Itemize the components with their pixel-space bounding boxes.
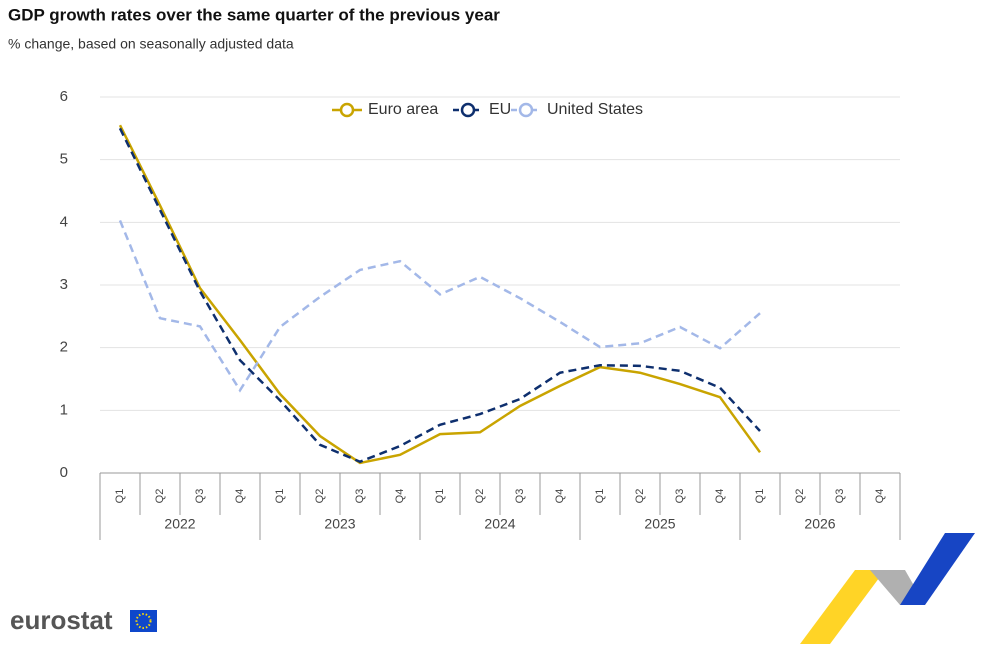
x-tick-label: Q3 <box>354 489 366 504</box>
x-tick-label: Q3 <box>514 489 526 504</box>
x-tick-label: Q2 <box>314 489 326 504</box>
x-tick-label: Q2 <box>634 489 646 504</box>
chart-title: GDP growth rates over the same quarter o… <box>8 5 500 24</box>
x-tick-label: Q1 <box>594 489 606 504</box>
legend-marker <box>339 102 355 118</box>
x-tick-label: Q1 <box>114 489 126 504</box>
legend-label: United States <box>547 101 643 118</box>
y-tick-label: 6 <box>60 88 68 105</box>
legend-label: Euro area <box>368 101 438 118</box>
legend: Euro area EU United States <box>332 101 643 118</box>
series-line <box>118 127 761 464</box>
y-tick-label: 0 <box>60 464 68 481</box>
x-tick-label: Q1 <box>274 489 286 504</box>
chart-subtitle: % change, based on seasonally adjusted d… <box>8 36 294 52</box>
legend-marker <box>460 102 476 118</box>
brand-logo: eurostat <box>10 605 113 635</box>
series-line <box>118 124 762 465</box>
x-tick-label: Q2 <box>154 489 166 504</box>
y-tick-label: 5 <box>60 151 68 168</box>
x-tick-label: Q3 <box>674 489 686 504</box>
x-tick-label: Q3 <box>194 489 206 504</box>
x-group-label: 2024 <box>484 516 515 532</box>
x-tick-label: Q2 <box>794 489 806 504</box>
x-tick-label: Q3 <box>834 489 846 504</box>
y-tick-label: 4 <box>60 213 68 230</box>
x-group-label: 2022 <box>164 516 195 532</box>
legend-marker <box>518 102 534 118</box>
x-tick-label: Q4 <box>394 489 406 504</box>
x-tick-label: Q1 <box>434 489 446 504</box>
y-tick-label: 2 <box>60 339 68 356</box>
x-tick-label: Q1 <box>754 489 766 504</box>
x-group-label: 2026 <box>804 516 835 532</box>
x-group-label: 2023 <box>324 516 355 532</box>
series-line <box>118 219 761 393</box>
legend-label: EU <box>489 101 511 118</box>
x-tick-label: Q4 <box>714 489 726 504</box>
x-tick-label: Q2 <box>474 489 486 504</box>
y-tick-label: 3 <box>60 276 68 293</box>
x-tick-label: Q4 <box>874 489 886 504</box>
y-tick-label: 1 <box>60 401 68 418</box>
x-tick-label: Q4 <box>554 489 566 504</box>
eu-flag <box>130 610 157 632</box>
x-group-label: 2025 <box>644 516 675 532</box>
x-tick-label: Q4 <box>234 489 246 504</box>
decoration <box>800 533 975 644</box>
